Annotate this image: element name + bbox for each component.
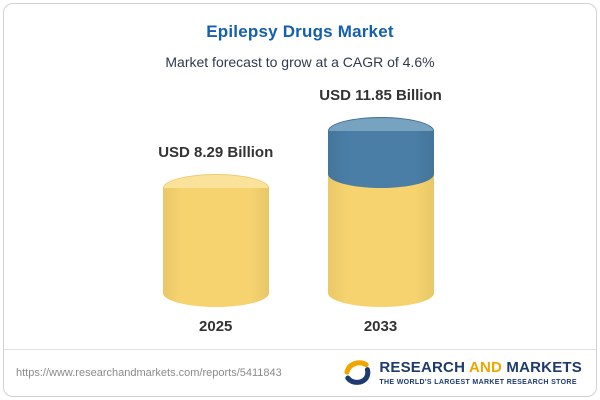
- x-axis-label-2033: 2033: [363, 318, 398, 335]
- cylinder-2025-base-segment: [162, 174, 269, 307]
- cylinder-2033-growth-segment: [327, 117, 434, 188]
- page-title: Epilepsy Drugs Market: [206, 22, 394, 41]
- research-and-markets-logo: RESEARCH AND MARKETS THE WORLD'S LARGEST…: [342, 358, 582, 388]
- bar-value-label-2025: USD 8.29 Billion: [158, 144, 274, 161]
- research-and-markets-logo-icon: [342, 358, 372, 388]
- bar-value-label-2033: USD 11.85 Billion: [319, 87, 442, 104]
- infographic-card: Epilepsy Drugs Market Market forecast to…: [3, 3, 597, 397]
- logo-word-and: AND: [468, 359, 503, 377]
- logo-word-markets: MARKETS: [506, 359, 582, 377]
- report-url-link[interactable]: https://www.researchandmarkets.com/repor…: [16, 367, 282, 379]
- chart-subtitle: Market forecast to grow at a CAGR of 4.6…: [165, 54, 435, 70]
- chart-header: Epilepsy Drugs Market Market forecast to…: [4, 4, 596, 70]
- logo-tagline: THE WORLD'S LARGEST MARKET RESEARCH STOR…: [379, 378, 577, 386]
- cylinder-2033: [327, 117, 434, 307]
- cylinder-body: [162, 188, 269, 307]
- logo-text-block: RESEARCH AND MARKETS THE WORLD'S LARGEST…: [379, 360, 582, 386]
- cylinder-2025: [162, 174, 269, 307]
- bar-group-2033: USD 11.85 Billion 2033: [319, 87, 442, 335]
- chart-area: USD 8.29 Billion 2025 USD 11.85 Billion: [4, 70, 596, 349]
- cylinder-body: [327, 131, 434, 188]
- bar-group-2025: USD 8.29 Billion 2025: [158, 144, 273, 335]
- footer: https://www.researchandmarkets.com/repor…: [4, 349, 596, 396]
- x-axis-label-2025: 2025: [199, 318, 233, 335]
- logo-wordmark: RESEARCH AND MARKETS: [379, 360, 582, 376]
- logo-word-research: RESEARCH: [379, 359, 466, 377]
